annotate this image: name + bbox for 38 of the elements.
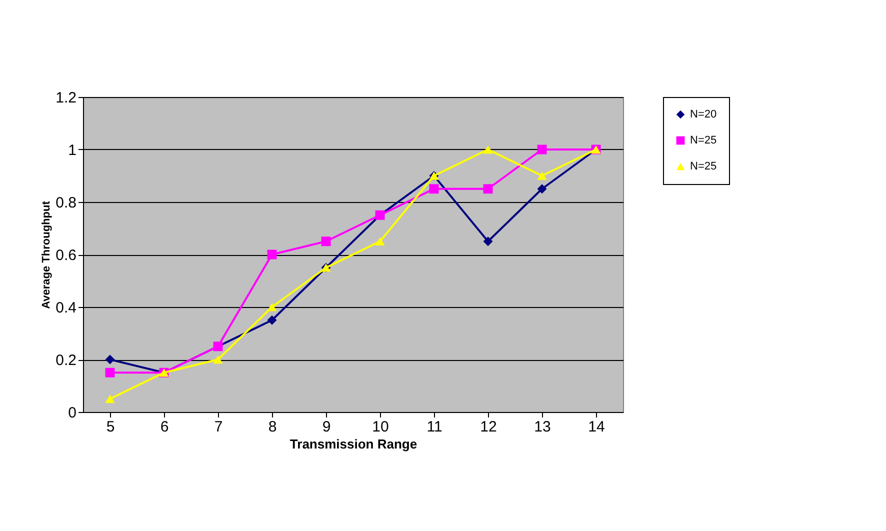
point bbox=[105, 394, 115, 403]
y-tick-label: 0.6 bbox=[56, 247, 76, 264]
x-tick-label: 7 bbox=[214, 418, 223, 436]
x-tick-label: 12 bbox=[480, 418, 497, 436]
y-tick-label: 1 bbox=[68, 142, 76, 159]
x-tick-label: 6 bbox=[160, 418, 169, 436]
point bbox=[105, 368, 115, 378]
point bbox=[213, 355, 223, 364]
x-tick-label: 14 bbox=[588, 418, 605, 436]
x-tick-label: 5 bbox=[106, 418, 115, 436]
point bbox=[483, 184, 493, 194]
point bbox=[429, 184, 439, 194]
y-tick-label: 0.8 bbox=[56, 194, 76, 212]
y-tick-label: 1.2 bbox=[56, 90, 76, 106]
point bbox=[537, 172, 547, 180]
legend-label: N=20 bbox=[690, 108, 717, 120]
point bbox=[375, 237, 385, 246]
x-tick-label: 13 bbox=[534, 418, 551, 436]
y-tick-label: 0.2 bbox=[56, 352, 76, 369]
y-axis-title: Average Throughput bbox=[40, 200, 53, 309]
x-axis-title: Transmission Range bbox=[290, 436, 418, 452]
x-tick-label: 10 bbox=[372, 418, 389, 436]
point bbox=[537, 184, 547, 194]
point bbox=[321, 236, 331, 246]
point bbox=[105, 354, 115, 364]
x-tick-label: 11 bbox=[426, 418, 442, 436]
legend-label: N=25 bbox=[690, 160, 717, 172]
point bbox=[483, 236, 493, 246]
point bbox=[267, 250, 277, 260]
point bbox=[267, 302, 277, 312]
x-tick-label: 8 bbox=[268, 418, 277, 436]
y-tick-label: 0 bbox=[68, 404, 76, 422]
point bbox=[483, 145, 493, 154]
legend-label: N=25 bbox=[690, 134, 717, 146]
point bbox=[537, 144, 547, 154]
point bbox=[267, 315, 277, 325]
x-tick-label: 9 bbox=[322, 418, 331, 436]
y-tick-label: 0.4 bbox=[56, 300, 76, 316]
